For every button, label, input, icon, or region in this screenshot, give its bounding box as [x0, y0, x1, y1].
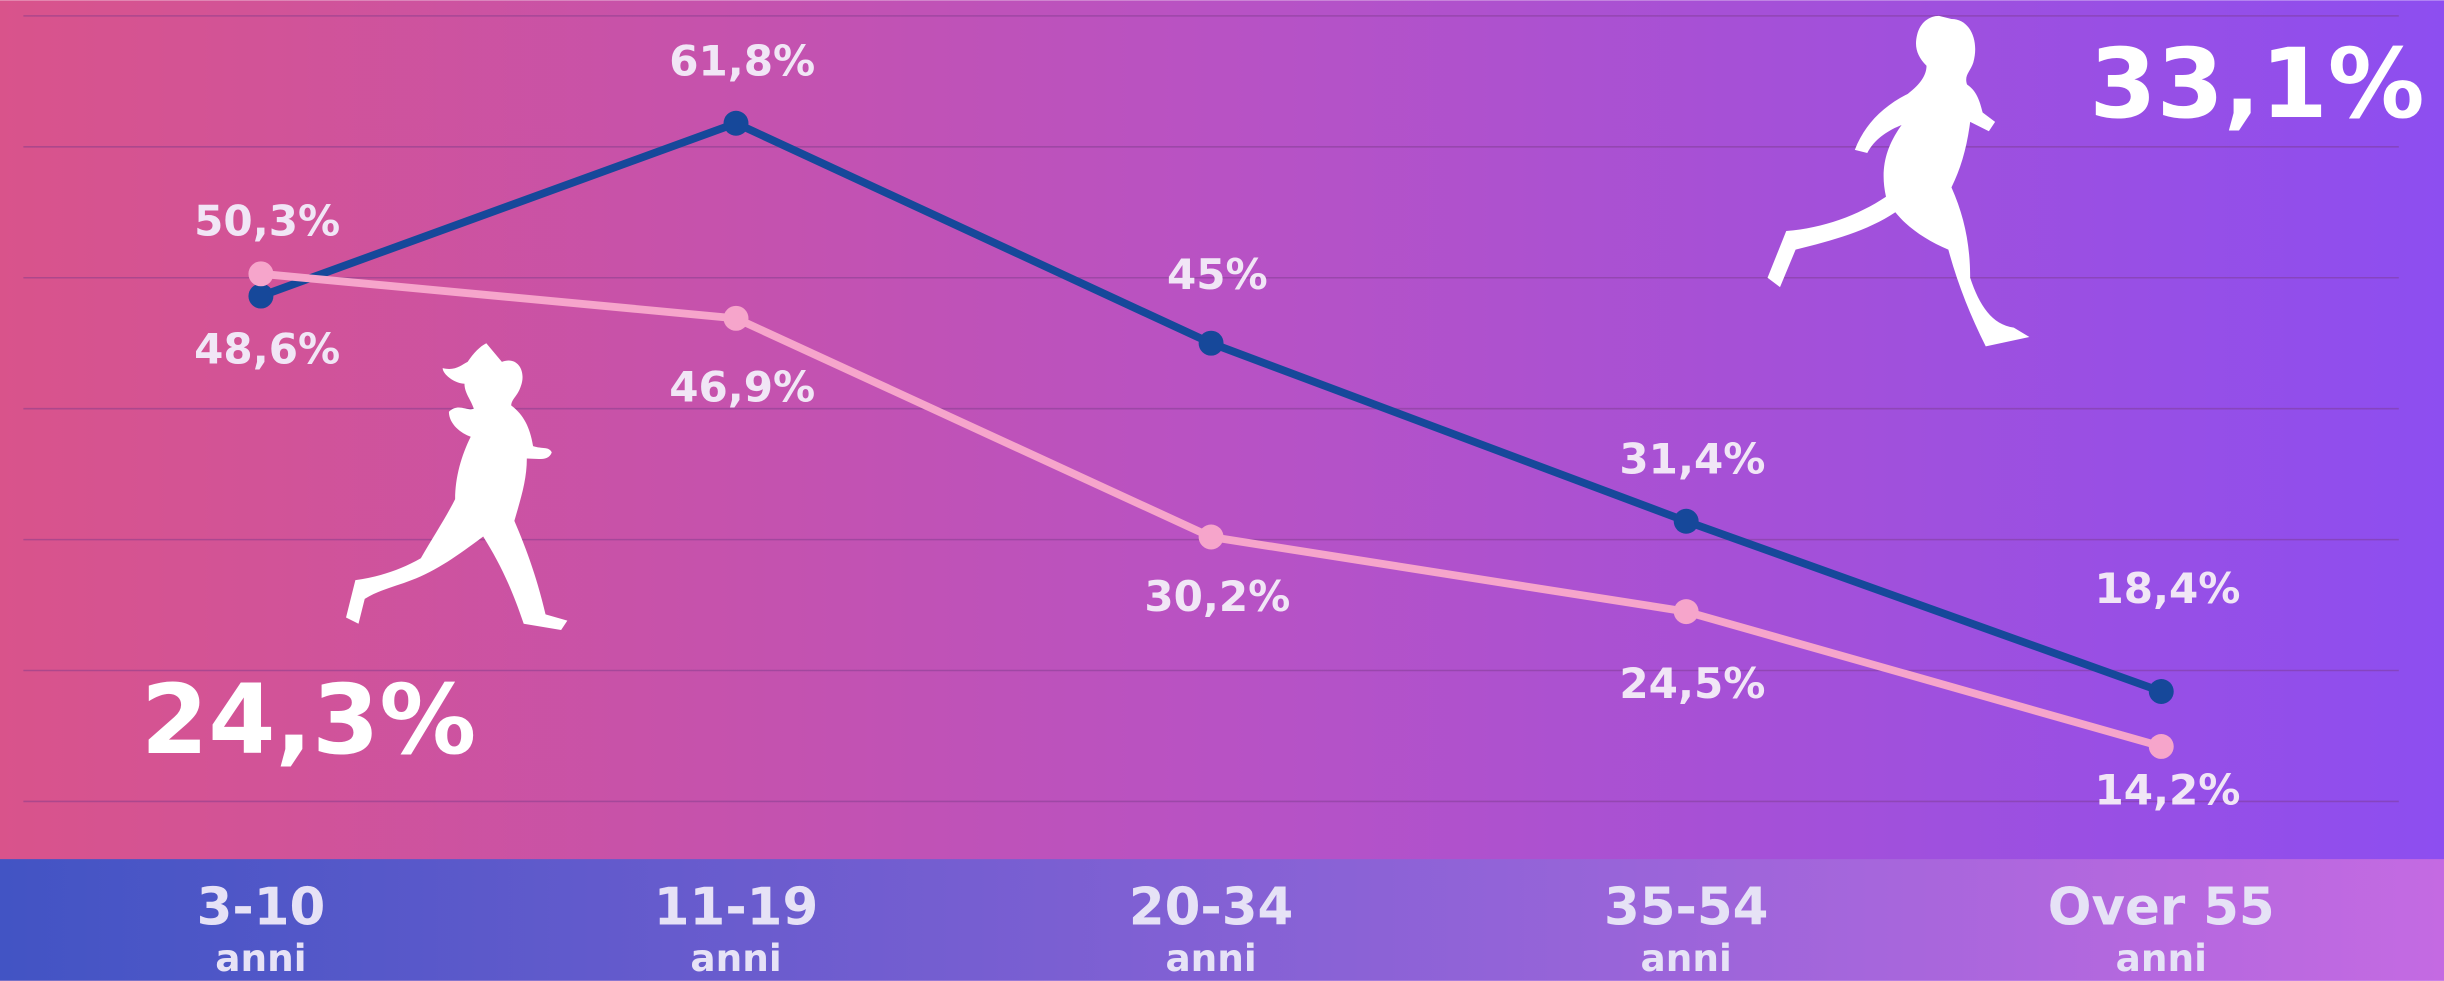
x-tick-label: 11-19 [654, 878, 818, 938]
data-label: 46,9% [669, 363, 815, 412]
data-point [723, 110, 749, 136]
female-annotation: 24,3% [141, 663, 476, 776]
male-runner-icon [1767, 15, 2030, 347]
data-label: 50,3% [194, 196, 340, 245]
data-label: 48,6% [194, 325, 340, 374]
data-point [248, 261, 274, 287]
data-label: 30,2% [1144, 572, 1290, 621]
x-tick-label: 3-10 [197, 878, 326, 938]
x-tick-sublabel: anni [690, 936, 781, 980]
x-tick-label: 35-54 [1604, 878, 1768, 938]
male-annotation: 33,1% [2089, 27, 2424, 140]
data-point [1673, 599, 1699, 625]
data-point [1198, 524, 1224, 550]
data-point [248, 283, 274, 309]
x-tick-sublabel: anni [2116, 936, 2207, 980]
data-label: 18,4% [2094, 564, 2240, 613]
x-tick-sublabel: anni [215, 936, 306, 980]
data-label: 45% [1167, 250, 1268, 299]
female-runner-icon [346, 343, 568, 631]
data-point [1673, 508, 1699, 534]
data-point [2148, 733, 2174, 759]
x-tick-label: Over 55 [2048, 878, 2275, 938]
x-tick-label: 20-34 [1129, 878, 1293, 938]
data-point [2148, 679, 2174, 704]
x-tick-sublabel: anni [1165, 936, 1256, 980]
data-label: 24,5% [1619, 659, 1765, 708]
category-band [0, 859, 2444, 981]
data-point [723, 305, 749, 331]
x-tick-sublabel: anni [1641, 936, 1732, 980]
data-label: 31,4% [1619, 435, 1765, 484]
data-point [1198, 330, 1224, 356]
data-label: 14,2% [2094, 766, 2240, 815]
data-label: 61,8% [669, 37, 815, 86]
